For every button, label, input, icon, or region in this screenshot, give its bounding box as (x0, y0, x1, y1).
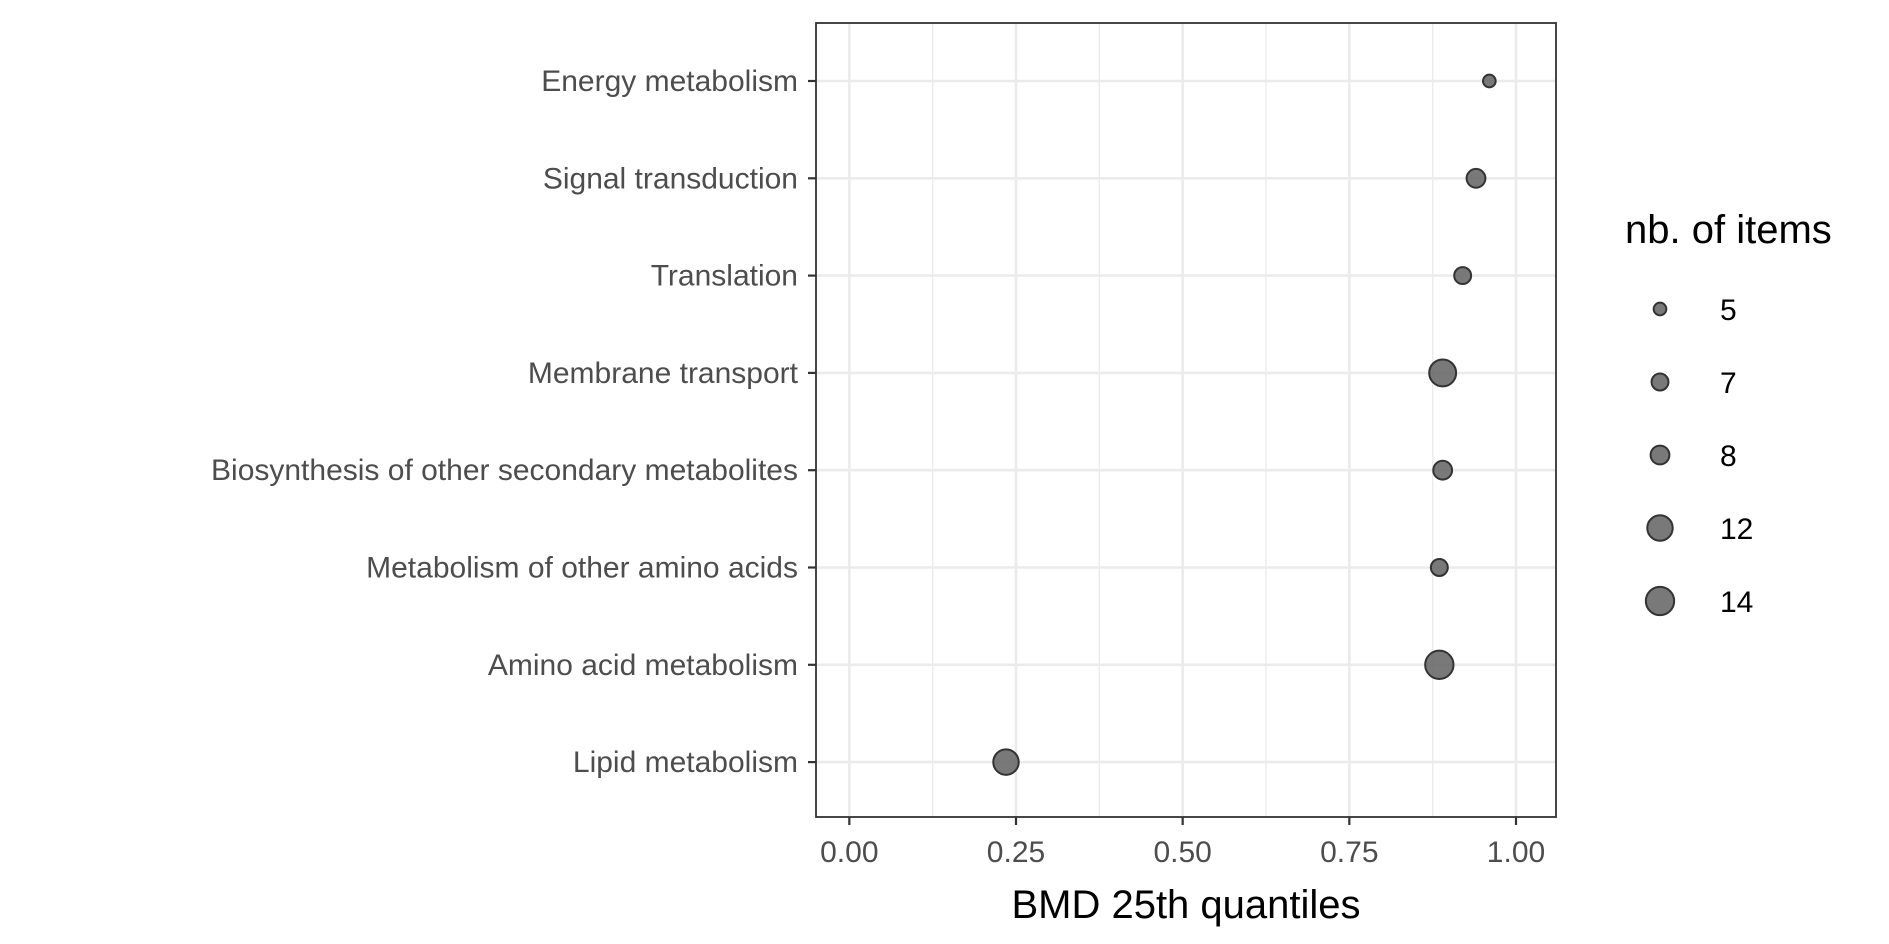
data-point (1428, 358, 1458, 388)
legend-items: 5 7 8 12 14 (1644, 294, 1753, 619)
data-point (1453, 266, 1473, 286)
y-axis: Energy metabolism Signal transduction Tran… (211, 65, 816, 779)
legend-key (1644, 585, 1676, 617)
legend-title: nb. of items (1625, 208, 1832, 252)
y-tick-label: Metabolism of other amino acids (366, 552, 798, 585)
data-points (992, 73, 1497, 776)
x-tick-label: 1.00 (1487, 836, 1545, 869)
legend-key (1652, 301, 1668, 317)
x-axis-title: BMD 25th quantiles (1011, 883, 1360, 927)
y-tick-label: Lipid metabolism (573, 746, 798, 779)
x-axis: 0.00 0.25 0.50 0.75 1.00 (820, 817, 1545, 869)
x-tick-label: 0.75 (1320, 836, 1378, 869)
data-point (1465, 167, 1487, 189)
legend-label: 12 (1720, 513, 1753, 546)
x-tick-label: 0.25 (987, 836, 1045, 869)
grid-lines (816, 23, 1556, 817)
panel-border (815, 22, 1557, 818)
legend-label: 8 (1720, 440, 1737, 473)
data-point (992, 748, 1020, 776)
x-tick-label: 0.50 (1153, 836, 1211, 869)
legend: nb. of items 5 7 8 12 14 (1625, 208, 1832, 619)
y-tick-label: Energy metabolism (541, 65, 798, 98)
data-point (1424, 649, 1455, 680)
y-tick-label: Signal transduction (543, 162, 798, 195)
y-tick-label: Translation (651, 260, 798, 293)
data-point (1432, 459, 1454, 481)
x-tick-label: 0.00 (820, 836, 878, 869)
data-point (1429, 558, 1449, 577)
legend-label: 5 (1720, 294, 1737, 327)
y-tick-label: Amino acid metabolism (488, 649, 798, 682)
data-point (1482, 73, 1497, 89)
y-tick-label: Biosynthesis of other secondary metaboli… (211, 454, 798, 487)
legend-key (1650, 372, 1670, 392)
y-tick-label: Membrane transport (528, 357, 799, 390)
legend-label: 14 (1720, 586, 1753, 619)
legend-key (1649, 444, 1671, 466)
legend-key (1646, 514, 1674, 542)
legend-label: 7 (1720, 367, 1737, 400)
